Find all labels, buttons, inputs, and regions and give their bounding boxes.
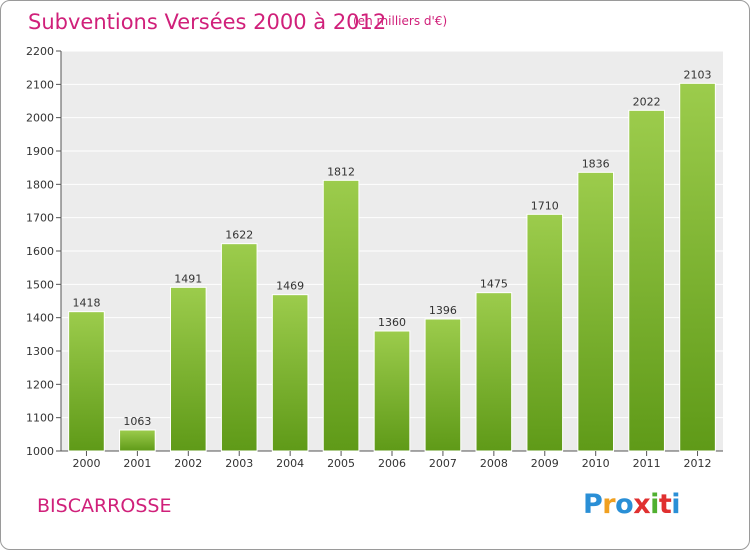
y-tick-label: 1100 xyxy=(26,412,54,425)
bar xyxy=(169,286,207,452)
x-tick-label: 2005 xyxy=(327,457,355,470)
y-tick-label: 1700 xyxy=(26,212,54,225)
y-tick-label: 1500 xyxy=(26,278,54,291)
x-tick-label: 2000 xyxy=(72,457,100,470)
x-tick-label: 2008 xyxy=(480,457,508,470)
bar xyxy=(424,318,462,452)
x-tick-label: 2010 xyxy=(582,457,610,470)
data-label: 1622 xyxy=(225,229,253,242)
data-label: 1469 xyxy=(276,280,304,293)
chart-title: Subventions Versées 2000 à 2012 xyxy=(28,10,387,34)
y-tick-label: 1600 xyxy=(26,245,54,258)
y-tick-label: 1000 xyxy=(26,445,54,458)
bar xyxy=(68,311,105,452)
bar xyxy=(526,213,564,452)
data-label: 1475 xyxy=(480,278,508,291)
bar xyxy=(119,429,156,452)
x-tick-label: 2006 xyxy=(378,457,406,470)
data-label: 1710 xyxy=(531,199,559,212)
x-tick-label: 2007 xyxy=(429,457,457,470)
chart-subtitle: (en milliers d'€) xyxy=(353,14,448,28)
x-tick-label: 2002 xyxy=(174,457,202,470)
proxiti-logo: Proxiti xyxy=(583,489,681,520)
x-tick-label: 2004 xyxy=(276,457,304,470)
y-tick-label: 1400 xyxy=(26,312,54,325)
bar xyxy=(475,292,513,452)
logo-letter: o xyxy=(615,489,634,520)
x-tick-label: 2001 xyxy=(123,457,151,470)
data-label: 1360 xyxy=(378,316,406,329)
data-label: 1418 xyxy=(72,297,100,310)
bar xyxy=(220,243,258,452)
bar xyxy=(577,171,615,452)
logo-letter: i xyxy=(671,489,681,520)
data-label: 2103 xyxy=(684,68,712,81)
y-tick-label: 2200 xyxy=(26,45,54,58)
x-tick-label: 2009 xyxy=(531,457,559,470)
bar xyxy=(373,330,411,452)
logo-letter: P xyxy=(583,489,603,520)
data-label: 1396 xyxy=(429,304,457,317)
y-tick-label: 1900 xyxy=(26,145,54,158)
y-tick-label: 1800 xyxy=(26,178,54,191)
bar xyxy=(271,294,309,452)
bar xyxy=(628,109,665,452)
logo-letter: t xyxy=(658,489,672,520)
logo-letter: i xyxy=(650,489,659,520)
bar xyxy=(679,82,716,452)
y-tick-label: 2100 xyxy=(26,78,54,91)
logo-letter: r xyxy=(602,489,616,520)
logo-letter: x xyxy=(633,489,651,520)
x-tick-label: 2012 xyxy=(684,457,712,470)
bar xyxy=(322,179,360,452)
data-label: 1836 xyxy=(582,157,610,170)
y-tick-label: 1300 xyxy=(26,345,54,358)
x-tick-label: 2003 xyxy=(225,457,253,470)
data-label: 1063 xyxy=(123,415,151,428)
x-tick-label: 2011 xyxy=(633,457,661,470)
data-label: 1812 xyxy=(327,165,355,178)
y-tick-label: 2000 xyxy=(26,112,54,125)
data-label: 1491 xyxy=(174,272,202,285)
data-label: 2022 xyxy=(633,95,661,108)
y-tick-label: 1200 xyxy=(26,378,54,391)
city-name: BISCARROSSE xyxy=(37,495,172,517)
